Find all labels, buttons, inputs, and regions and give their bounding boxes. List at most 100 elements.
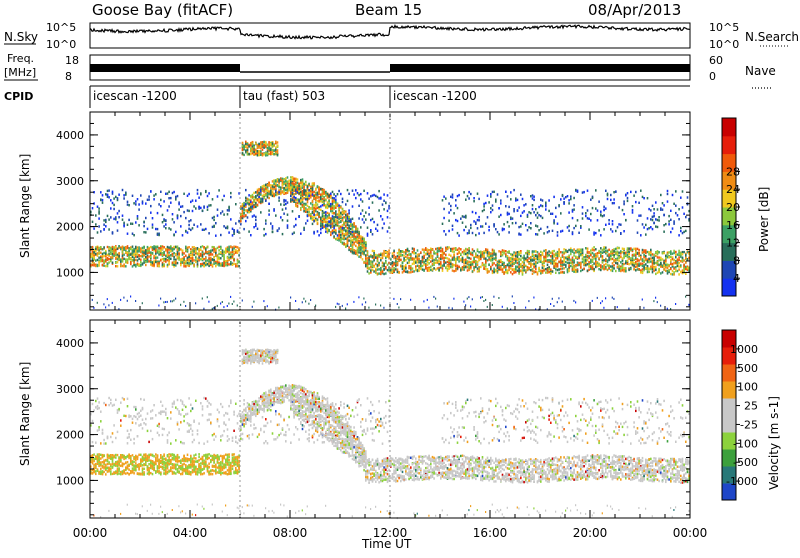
- echo-cell: [512, 256, 514, 258]
- echo-cell: [365, 264, 367, 266]
- echo-cell: [170, 202, 172, 204]
- echo-cell: [155, 228, 157, 230]
- echo-cell: [518, 270, 520, 272]
- echo-cell: [522, 261, 524, 263]
- echo-cell: [310, 217, 312, 219]
- echo-cell: [562, 267, 564, 269]
- echo-cell: [480, 252, 482, 254]
- echo-cell: [305, 300, 306, 302]
- echo-cell: [463, 250, 465, 252]
- echo-cell: [323, 218, 325, 220]
- echo-cell: [383, 208, 385, 210]
- echo-cell: [548, 268, 550, 270]
- echo-cell: [157, 265, 159, 267]
- echo-cell: [527, 266, 529, 268]
- echo-cell: [307, 198, 309, 200]
- echo-cell: [447, 261, 449, 263]
- echo-cell: [205, 190, 207, 192]
- echo-cell: [118, 258, 120, 260]
- echo-cell: [485, 251, 487, 253]
- echo-cell: [525, 269, 527, 271]
- echo-cell: [255, 196, 257, 198]
- echo-cell: [247, 198, 249, 200]
- echo-cell: [265, 152, 267, 154]
- echo-cell: [450, 259, 452, 261]
- echo-cell: [465, 266, 467, 268]
- echo-cell: [430, 254, 432, 256]
- echo-cell: [175, 253, 177, 255]
- echo-cell: [360, 256, 362, 258]
- echo-cell: [200, 249, 202, 251]
- echo-cell: [312, 189, 314, 191]
- echo-cell: [477, 267, 479, 269]
- echo-cell: [315, 208, 317, 210]
- echo-cell: [258, 196, 260, 198]
- echo-cell: [422, 256, 424, 258]
- echo-cell: [397, 271, 399, 273]
- echo-cell: [265, 145, 267, 147]
- echo-cell: [537, 256, 539, 258]
- echo-cell: [250, 144, 252, 146]
- echo-cell: [127, 254, 129, 256]
- echo-cell: [105, 193, 107, 195]
- echo-cell: [297, 182, 299, 184]
- echo-cell: [312, 223, 314, 225]
- echo-cell: [532, 197, 534, 199]
- echo-cell: [327, 206, 329, 208]
- echo-cell: [360, 226, 362, 228]
- echo-cell: [510, 198, 512, 200]
- echo-cell: [258, 199, 260, 201]
- echo-cell: [475, 261, 477, 263]
- echo-cell: [538, 267, 540, 269]
- echo-cell: [455, 270, 457, 272]
- echo-cell: [435, 258, 437, 260]
- echo-cell: [445, 261, 447, 263]
- echo-cell: [188, 224, 190, 226]
- echo-cell: [500, 214, 502, 216]
- echo-cell: [263, 234, 265, 236]
- echo-cell: [562, 301, 563, 303]
- echo-cell: [192, 262, 194, 264]
- echo-cell: [597, 297, 598, 299]
- echo-cell: [307, 186, 309, 188]
- echo-cell: [205, 257, 207, 259]
- echo-cell: [293, 193, 295, 195]
- echo-cell: [163, 246, 165, 248]
- echo-cell: [432, 258, 434, 260]
- echo-cell: [517, 199, 519, 201]
- echo-cell: [418, 253, 420, 255]
- echo-cell: [198, 206, 200, 208]
- echo-cell: [585, 254, 587, 256]
- echo-cell: [258, 192, 260, 194]
- echo-cell: [557, 251, 559, 253]
- echo-cell: [320, 209, 322, 211]
- echo-cell: [557, 263, 559, 265]
- echo-cell: [395, 256, 397, 258]
- echo-cell: [398, 249, 400, 251]
- echo-cell: [568, 258, 570, 260]
- echo-cell: [490, 211, 492, 213]
- echo-cell: [148, 260, 150, 262]
- echo-cell: [167, 264, 169, 266]
- echo-cell: [457, 253, 459, 255]
- echo-cell: [573, 254, 575, 256]
- echo-cell: [122, 259, 124, 261]
- echo-cell: [228, 263, 230, 265]
- echo-cell: [200, 258, 202, 260]
- echo-cell: [352, 251, 354, 253]
- echo-cell: [117, 265, 119, 267]
- echo-cell: [520, 270, 522, 272]
- echo-cell: [328, 205, 330, 207]
- echo-cell: [263, 141, 265, 143]
- echo-cell: [550, 262, 552, 264]
- echo-cell: [367, 270, 369, 272]
- echo-cell: [167, 252, 169, 254]
- echo-cell: [243, 202, 245, 204]
- echo-cell: [320, 232, 322, 234]
- echo-cell: [208, 265, 210, 267]
- echo-cell: [492, 191, 494, 193]
- echo-cell: [113, 255, 115, 257]
- echo-cell: [260, 193, 262, 195]
- echo-cell: [267, 190, 269, 192]
- echo-cell: [360, 239, 362, 241]
